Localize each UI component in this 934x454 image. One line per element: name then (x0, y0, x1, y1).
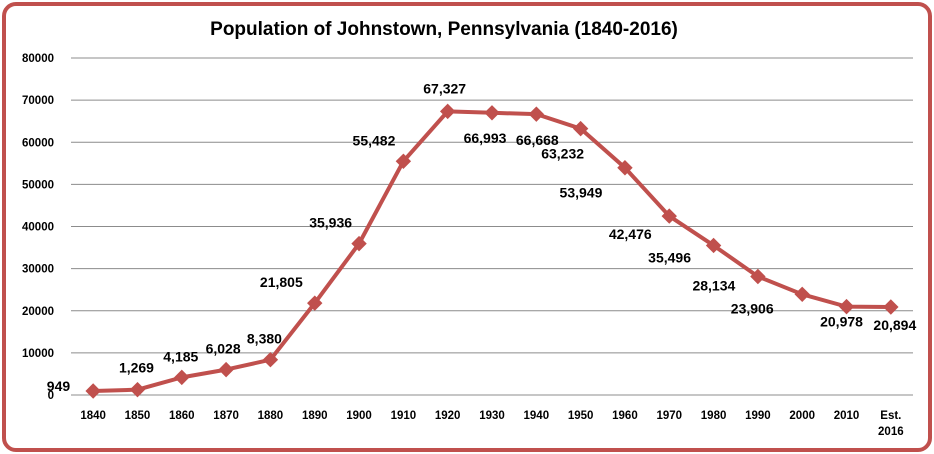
y-tick-label: 20000 (22, 306, 54, 318)
y-tick-label: 40000 (22, 222, 54, 234)
data-point (528, 106, 545, 122)
x-tick-label: 2010 (834, 410, 860, 422)
data-point (794, 286, 810, 303)
data-label: 20,978 (820, 314, 863, 330)
data-point (262, 351, 279, 368)
data-label: 21,805 (260, 274, 303, 290)
data-label: 53,949 (560, 185, 603, 201)
gridlines (71, 57, 913, 396)
data-label: 42,476 (609, 226, 652, 242)
x-tick-label: 1890 (302, 410, 328, 422)
data-point (351, 235, 367, 252)
data-point (129, 381, 146, 398)
x-tick-label: 1960 (612, 410, 638, 422)
y-tick-label: 70000 (22, 95, 54, 107)
data-point (218, 361, 234, 378)
x-tick-label: 1940 (524, 410, 550, 422)
data-label: 55,482 (353, 132, 396, 148)
x-tick-label: 2000 (789, 410, 815, 422)
data-point (85, 383, 101, 399)
x-tick-label: 1860 (169, 410, 195, 422)
data-label: 6,028 (206, 341, 241, 357)
y-tick-label: 50000 (22, 179, 54, 191)
data-point (307, 295, 323, 311)
data-label: 63,232 (541, 146, 584, 162)
y-tick-label: 80000 (22, 53, 54, 65)
y-axis-ticks: 0 10000 20000 30000 40000 50000 60000 70000 8000… (22, 53, 54, 402)
data-label: 4,185 (163, 348, 198, 364)
x-tick-label: 1980 (701, 410, 727, 422)
data-point (838, 298, 855, 315)
data-label: 20,894 (873, 317, 916, 333)
x-tick-label: 1920 (435, 410, 461, 422)
x-tick-label: 1990 (745, 410, 771, 422)
data-label: 949 (47, 378, 71, 394)
data-label: 66,993 (464, 130, 507, 146)
x-tick-label: 1840 (80, 410, 106, 422)
data-point (661, 208, 677, 224)
y-tick-label: 0 (48, 390, 54, 402)
data-point (174, 369, 190, 386)
x-tick-label: 1950 (568, 410, 594, 422)
x-tick-label: 1850 (125, 410, 151, 422)
data-point (572, 120, 589, 137)
series-markers (85, 103, 899, 399)
y-tick-label: 10000 (22, 348, 54, 360)
chart-title: Population of Johnstown, Pennsylvania (1… (210, 19, 678, 40)
data-point (395, 153, 412, 169)
data-point (439, 103, 456, 120)
x-tick-label: 1900 (346, 410, 372, 422)
data-point (705, 237, 722, 254)
x-tick-label: 1880 (258, 410, 284, 422)
data-labels: 949 1,269 4,185 6,028 8,380 21,805 35,936 55,48… (47, 80, 917, 394)
x-axis-ticks: 1840 1850 1860 1870 1880 1890 1900 1910 1920 1930… (80, 410, 903, 438)
x-tick-label: 1970 (656, 410, 682, 422)
data-label: 23,906 (731, 300, 774, 316)
data-label: 1,269 (119, 360, 154, 376)
y-tick-label: 60000 (22, 137, 54, 149)
data-point (617, 160, 633, 176)
data-label: 35,936 (309, 215, 352, 231)
x-tick-label: 1910 (391, 410, 417, 422)
data-point (750, 268, 766, 285)
data-label: 67,327 (423, 80, 466, 96)
x-tick-label: 1870 (213, 410, 239, 422)
data-point (883, 299, 899, 315)
data-label: 28,134 (692, 277, 735, 293)
x-tick-label: 1930 (479, 410, 505, 422)
data-label: 66,668 (516, 132, 559, 148)
data-label: 35,496 (648, 249, 691, 265)
data-label: 8,380 (247, 331, 282, 347)
x-tick-label: Est. 2016 (878, 410, 904, 438)
y-tick-label: 30000 (22, 264, 54, 276)
data-point (484, 105, 500, 121)
